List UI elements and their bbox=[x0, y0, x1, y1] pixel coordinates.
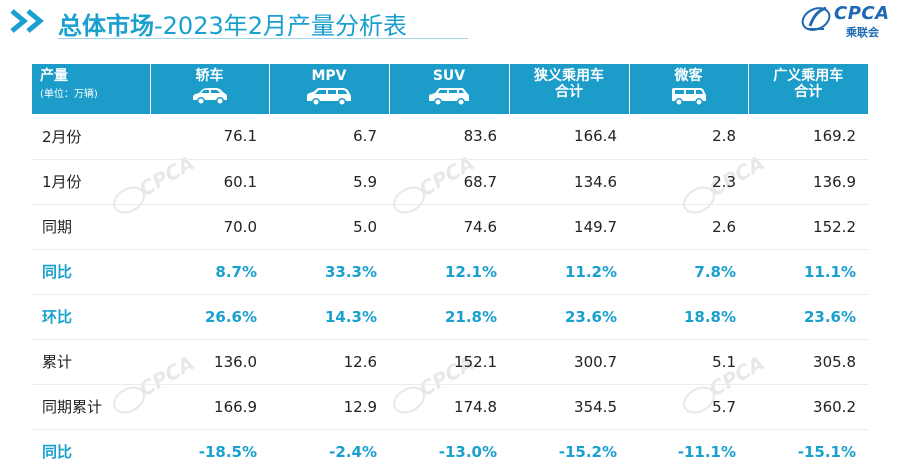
table-cell: -18.5% bbox=[198, 442, 257, 461]
table-cell: 68.7 bbox=[389, 159, 509, 205]
table-cell: 136.9 bbox=[748, 159, 868, 205]
header-cell-broad-total: 广义乘用车 合计 bbox=[748, 64, 868, 114]
table-cell: 300.7 bbox=[509, 339, 629, 385]
table-row: 同期 70.0 5.0 74.6 149.7 2.6 152.2 bbox=[32, 204, 868, 250]
table-row: 同比 -18.5% -2.4% -13.0% -15.2% -11.1% -15.1% bbox=[32, 429, 868, 474]
table-cell: -13.0% bbox=[438, 442, 497, 461]
table-cell: 33.3% bbox=[269, 249, 389, 295]
cpca-logo: CPCA 乘联会 bbox=[800, 2, 910, 39]
table-header-row: 产量 (单位：万辆) 轿车 MPV bbox=[32, 64, 868, 114]
table-cell: 60.1 bbox=[150, 159, 269, 205]
table-cell: 21.8% bbox=[389, 294, 509, 340]
table-cell: 18.8% bbox=[629, 294, 748, 340]
table-cell: 7.8% bbox=[629, 249, 748, 295]
table-cell: 76.1 bbox=[150, 114, 269, 160]
header-unit: (单位：万辆) bbox=[40, 89, 98, 100]
title-underline bbox=[58, 38, 468, 39]
title-rest: -2023年2月产量分析表 bbox=[154, 12, 408, 40]
table-cell: 26.6% bbox=[150, 294, 269, 340]
header-cell-minivan: 微客 bbox=[629, 64, 749, 114]
header-label-line2: 合计 bbox=[555, 84, 583, 100]
table-cell: 12.6 bbox=[269, 339, 389, 385]
table-row: 2月份 76.1 6.7 83.6 166.4 2.8 169.2 bbox=[32, 114, 868, 160]
header-cell-narrow-total: 狭义乘用车 合计 bbox=[509, 64, 630, 114]
table-row: 1月份 60.1 5.9 68.7 134.6 2.3 136.9 bbox=[32, 159, 868, 205]
table-cell: 305.8 bbox=[748, 339, 868, 385]
table-cell: 169.2 bbox=[748, 114, 868, 160]
table-cell: 11.1% bbox=[748, 249, 868, 295]
table-cell: 14.3% bbox=[269, 294, 389, 340]
header-label-line1: 狭义乘用车 bbox=[534, 68, 604, 84]
header-label: SUV bbox=[432, 68, 466, 84]
table-cell: 6.7 bbox=[269, 114, 389, 160]
header-label: MPV bbox=[311, 68, 347, 84]
table-cell: 23.6% bbox=[748, 294, 868, 340]
table-cell: 360.2 bbox=[748, 384, 868, 430]
table-cell: 136.0 bbox=[150, 339, 269, 385]
mpv-car-icon bbox=[307, 88, 351, 106]
row-label: 累计 bbox=[32, 339, 150, 385]
table-body: 2月份 76.1 6.7 83.6 166.4 2.8 169.2 1月份 60.1 5.9 68.… bbox=[32, 114, 868, 474]
table-cell: 134.6 bbox=[509, 159, 629, 205]
header-label: 产量 bbox=[40, 68, 68, 84]
table-cell: 166.4 bbox=[509, 114, 629, 160]
minivan-icon bbox=[671, 88, 706, 106]
table-row: 同比 8.7% 33.3% 12.1% 11.2% 7.8% 11.1% bbox=[32, 249, 868, 295]
table-cell: 23.6% bbox=[509, 294, 629, 340]
row-label: 2月份 bbox=[32, 114, 150, 160]
row-label: 同期累计 bbox=[32, 384, 150, 430]
production-table: 产量 (单位：万辆) 轿车 MPV bbox=[32, 64, 868, 476]
header-cell-sedan: 轿车 bbox=[150, 64, 270, 114]
table-cell: 11.2% bbox=[509, 249, 629, 295]
row-label: 1月份 bbox=[32, 159, 150, 205]
table-cell: 8.7% bbox=[150, 249, 269, 295]
table-cell: 74.6 bbox=[389, 204, 509, 250]
table-cell: -15.2% bbox=[558, 442, 617, 461]
table-row: 同期累计 166.9 12.9 174.8 354.5 5.7 360.2 bbox=[32, 384, 868, 430]
row-label: 同期 bbox=[32, 204, 150, 250]
double-chevron-icon bbox=[10, 9, 44, 33]
logo-text: CPCA bbox=[834, 3, 890, 24]
table-cell: -15.1% bbox=[797, 442, 856, 461]
table-row: 环比 26.6% 14.3% 21.8% 23.6% 18.8% 23.6% bbox=[32, 294, 868, 340]
table-cell: 5.0 bbox=[269, 204, 389, 250]
table-cell: -2.4% bbox=[329, 442, 377, 461]
title-bar: 总体市场-2023年2月产量分析表 bbox=[0, 0, 920, 50]
table-cell: 5.1 bbox=[629, 339, 748, 385]
title-bold: 总体市场 bbox=[58, 12, 154, 40]
table-cell: 174.8 bbox=[389, 384, 509, 430]
table-cell: 70.0 bbox=[150, 204, 269, 250]
table-cell: 83.6 bbox=[389, 114, 509, 160]
sedan-car-icon bbox=[192, 88, 227, 106]
table-cell: -11.1% bbox=[677, 442, 736, 461]
header-label-line1: 广义乘用车 bbox=[773, 68, 844, 84]
row-label: 环比 bbox=[32, 294, 150, 340]
header-label: 轿车 bbox=[195, 68, 224, 84]
table-cell: 5.9 bbox=[269, 159, 389, 205]
header-label-line2: 合计 bbox=[794, 84, 823, 100]
table-cell: 149.7 bbox=[509, 204, 629, 250]
table-cell: 152.1 bbox=[389, 339, 509, 385]
page-title: 总体市场-2023年2月产量分析表 bbox=[58, 6, 407, 41]
suv-car-icon bbox=[429, 88, 469, 106]
header-cell-mpv: MPV bbox=[269, 64, 390, 114]
header-label: 微客 bbox=[674, 68, 703, 84]
table-cell: 12.1% bbox=[389, 249, 509, 295]
header-cell-suv: SUV bbox=[389, 64, 510, 114]
table-cell: 152.2 bbox=[748, 204, 868, 250]
logo-subtext: 乘联会 bbox=[846, 26, 879, 39]
table-cell: 166.9 bbox=[150, 384, 269, 430]
table-cell: 2.8 bbox=[629, 114, 748, 160]
row-label: 同比 bbox=[42, 443, 73, 462]
table-cell: 5.7 bbox=[629, 384, 748, 430]
table-cell: 2.3 bbox=[629, 159, 748, 205]
table-cell: 12.9 bbox=[269, 384, 389, 430]
table-row: 累计 136.0 12.6 152.1 300.7 5.1 305.8 bbox=[32, 339, 868, 385]
row-label: 同比 bbox=[32, 249, 150, 295]
header-cell-production: 产量 (单位：万辆) bbox=[32, 64, 151, 114]
table-cell: 354.5 bbox=[509, 384, 629, 430]
table-cell: 2.6 bbox=[629, 204, 748, 250]
cpca-emblem-icon bbox=[801, 6, 831, 31]
